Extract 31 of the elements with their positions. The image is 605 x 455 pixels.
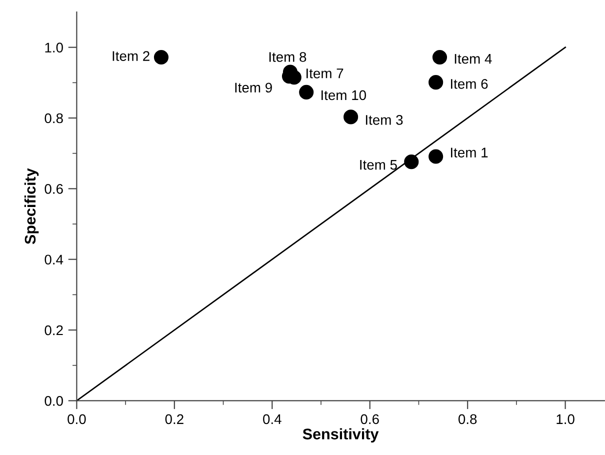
annotation: Item 9 (235, 82, 272, 93)
x-tick-label: 0.6 (360, 414, 379, 424)
x-tick-label: 0.2 (165, 414, 184, 424)
y-axis-title: Specificity (24, 168, 39, 244)
annotation: Item 2 (112, 51, 150, 61)
annotation: Item 6 (450, 78, 488, 89)
y-tick-label: 0.4 (44, 254, 64, 265)
x-tick-label: 1.0 (556, 414, 574, 424)
annotation: Item 10 (322, 90, 366, 100)
point (432, 50, 448, 65)
y-tick-label: 0.2 (44, 325, 63, 336)
annotation: Item 5 (360, 160, 397, 170)
point (299, 84, 314, 100)
point (428, 75, 444, 90)
y-tick-label: 0.8 (44, 113, 63, 124)
x-tick-label: 0.8 (458, 414, 477, 424)
annotation: Item 1 (450, 148, 488, 158)
point (428, 149, 444, 164)
annotation: Item 7 (306, 68, 344, 78)
y-tick-label: 0.6 (44, 184, 63, 194)
x-tick-label: 0.4 (263, 414, 282, 424)
point (154, 50, 169, 65)
x-axis-title: Sensitivity (302, 428, 379, 442)
x-tick-label: 0.0 (68, 414, 86, 424)
point (344, 110, 358, 124)
point (404, 154, 419, 170)
annotation: Item 3 (366, 115, 403, 125)
y-tick-label: 0.0 (44, 396, 63, 406)
annotation: Item 4 (454, 54, 492, 64)
annotation: Item 8 (269, 52, 306, 62)
y-tick-label: 1.0 (45, 42, 63, 53)
